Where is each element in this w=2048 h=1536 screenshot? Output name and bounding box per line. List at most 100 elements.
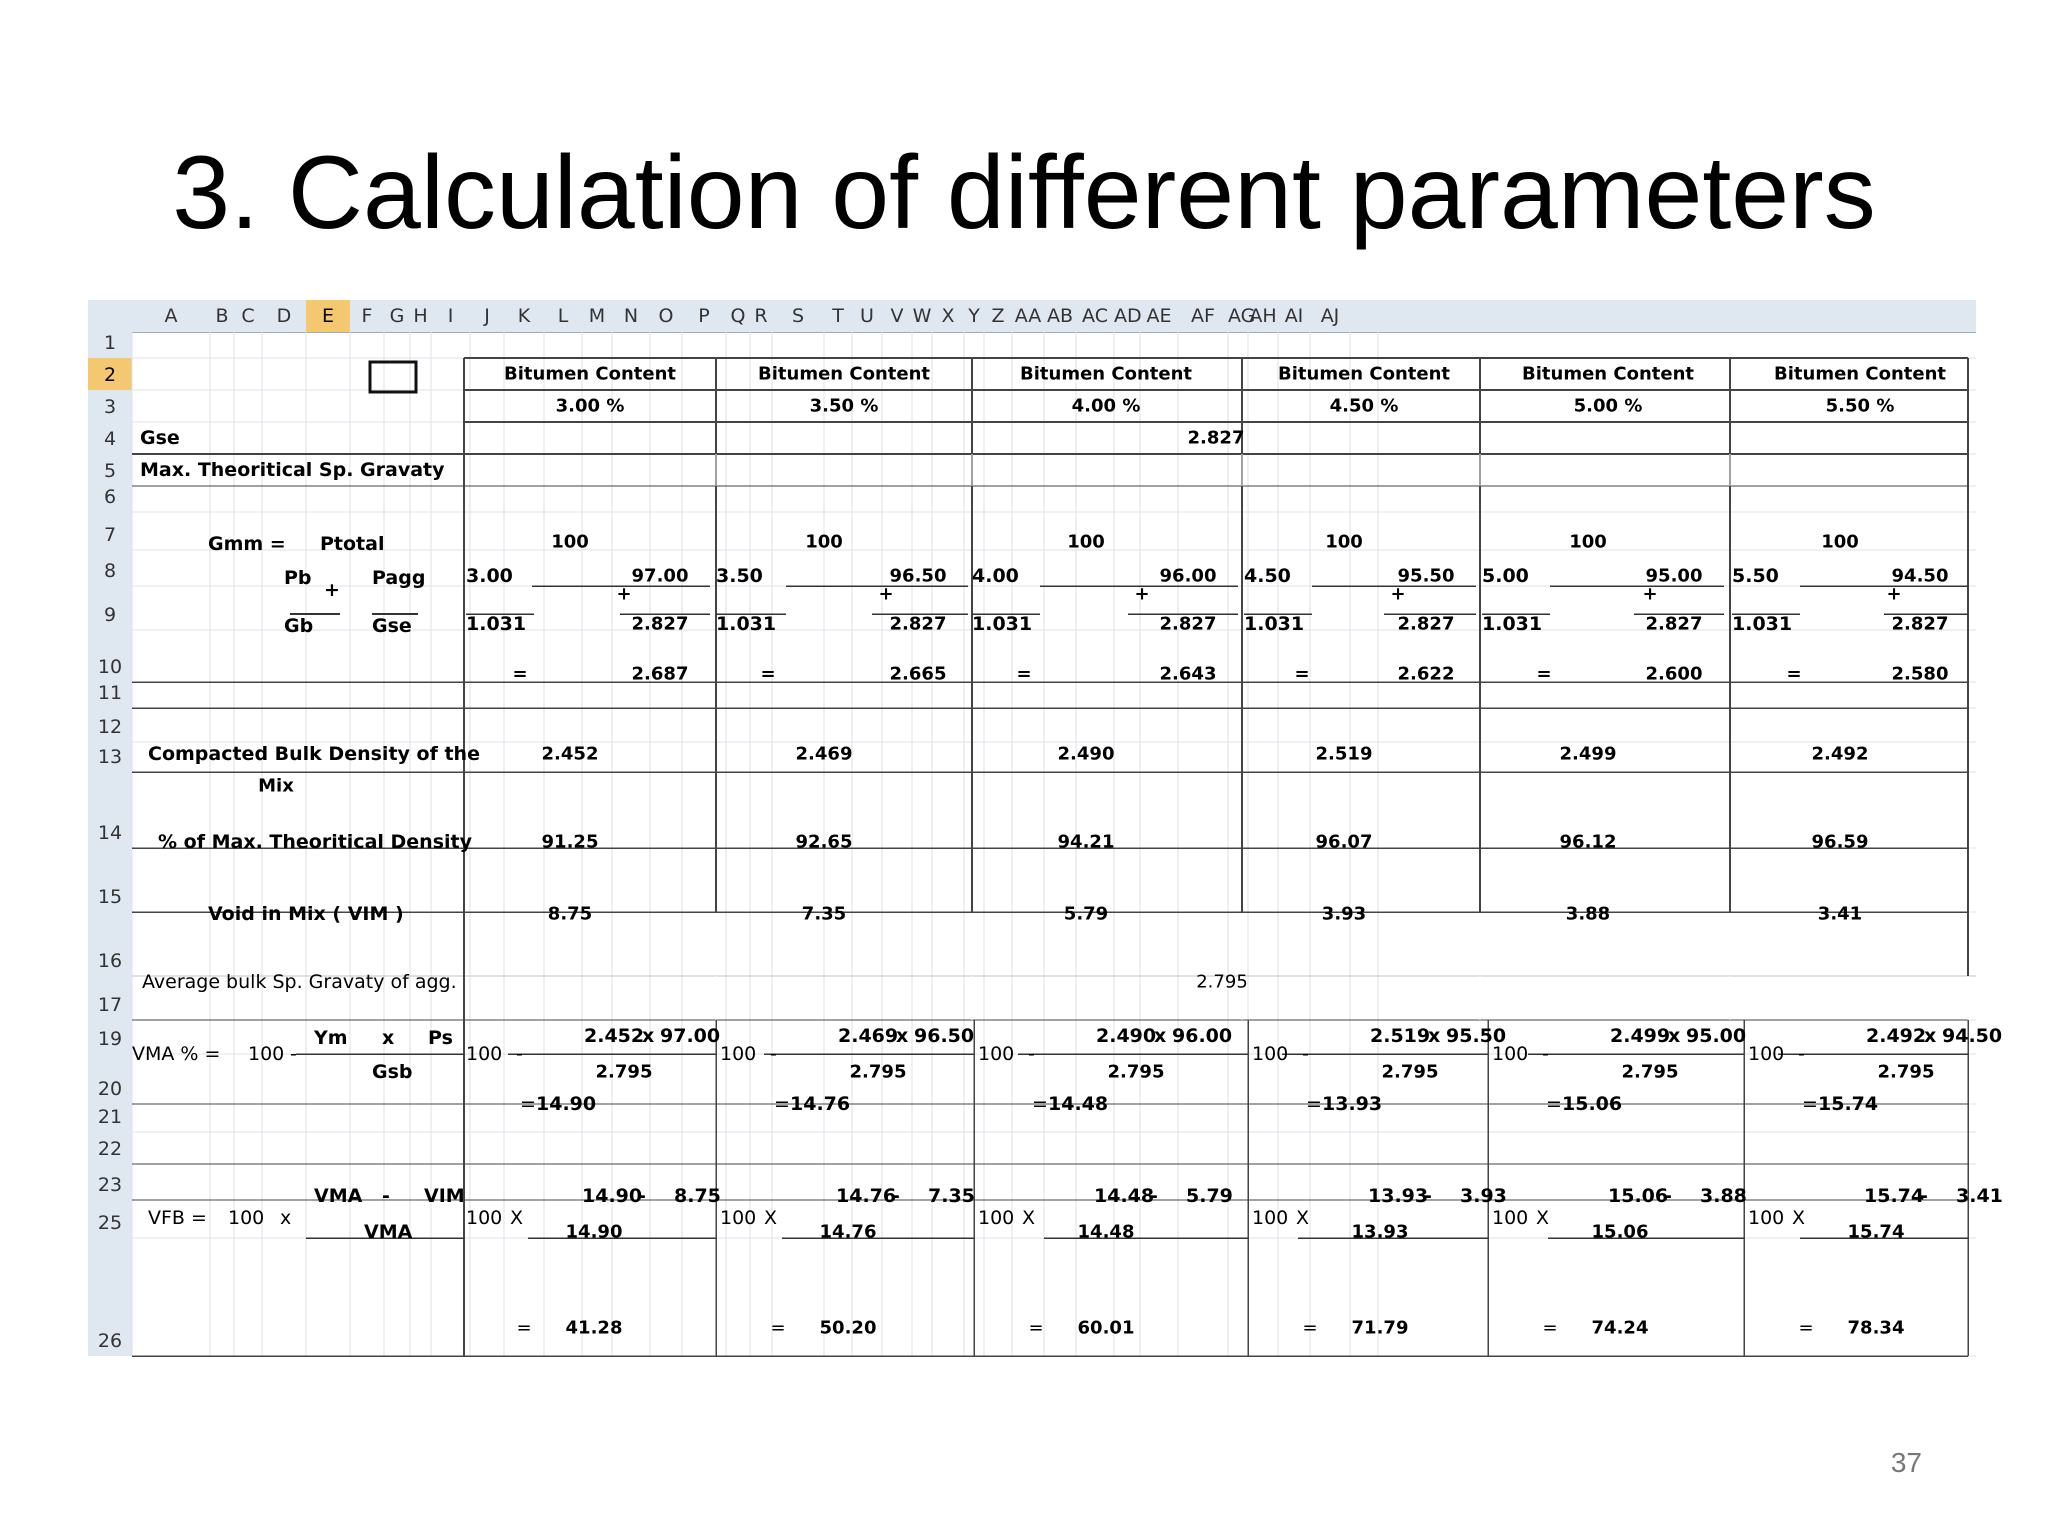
row-number[interactable]: 5 [88, 454, 132, 486]
column-header-e[interactable]: E [306, 300, 350, 332]
hundred: 100 [551, 531, 589, 553]
column-header-n[interactable]: N [623, 305, 639, 327]
gb-value: 1.031 [1482, 613, 1543, 635]
hundred: 100 [805, 531, 843, 553]
column-header-v[interactable]: V [890, 305, 904, 327]
row-number[interactable]: 3 [88, 390, 132, 422]
column-header-ae[interactable]: AE [1146, 305, 1172, 327]
row-number[interactable]: 23 [88, 1164, 132, 1200]
equals-sign: = [1546, 1093, 1562, 1115]
gb-label: Gb [284, 615, 314, 637]
column-header-a[interactable]: A [164, 305, 178, 327]
row-number[interactable]: 12 [88, 708, 132, 742]
column-header-x[interactable]: X [941, 305, 955, 327]
vim-value: 3.93 [1321, 903, 1367, 925]
hundred: 100 [1492, 1043, 1529, 1065]
vfb-label: VFB = [148, 1207, 207, 1229]
row-number[interactable]: 1 [88, 332, 132, 358]
column-header-f[interactable]: F [361, 305, 373, 327]
hundred: 100 [466, 1043, 503, 1065]
column-header-ah[interactable]: AH [1249, 305, 1277, 327]
column-header-i[interactable]: I [447, 305, 454, 327]
equals-sign: = [1028, 1317, 1044, 1339]
row-number[interactable]: 22 [88, 1132, 132, 1164]
bitumen-header: Bitumen Content [1774, 363, 1946, 385]
row-number[interactable]: 11 [88, 682, 132, 708]
column-header-q[interactable]: Q [730, 305, 746, 327]
row-number[interactable]: 20 [88, 1054, 132, 1104]
column-header-b[interactable]: B [215, 305, 229, 327]
row-number[interactable]: 17 [88, 976, 132, 1020]
column-header-z[interactable]: Z [991, 305, 1005, 327]
column-header-m[interactable]: M [588, 305, 606, 327]
row-number[interactable]: 19 [88, 1020, 132, 1054]
row-number[interactable]: 2 [88, 358, 132, 390]
row-number[interactable]: 14 [88, 772, 132, 848]
row-number[interactable]: 10 [88, 630, 132, 682]
column-header-l[interactable]: L [557, 305, 569, 327]
column-header-c[interactable]: C [241, 305, 255, 327]
minus-sign: - [1302, 1043, 1309, 1065]
row-number[interactable]: 21 [88, 1104, 132, 1132]
vma-value: 14.90 [536, 1093, 597, 1115]
column-header-r[interactable]: R [754, 305, 768, 327]
ps-value: 96.50 [914, 1025, 975, 1047]
x-sign: X [1792, 1207, 1806, 1229]
equals-sign: = [1802, 1093, 1818, 1115]
column-header-p[interactable]: P [698, 305, 710, 327]
ym-label: Ym [314, 1027, 348, 1049]
column-header-w[interactable]: W [912, 305, 932, 327]
column-header-h[interactable]: H [413, 305, 428, 327]
column-header-k[interactable]: K [517, 305, 531, 327]
gse-value: 2.827 [1187, 427, 1245, 449]
column-header-g[interactable]: G [389, 305, 405, 327]
vma-den-value: 14.76 [819, 1221, 877, 1243]
x-sign: x [1428, 1025, 1441, 1047]
row-number[interactable]: 8 [88, 550, 132, 586]
pct-density-value: 96.12 [1559, 831, 1617, 853]
row-number[interactable]: 4 [88, 422, 132, 454]
x-sign: X [1022, 1207, 1036, 1229]
column-header-s[interactable]: S [791, 305, 805, 327]
pagg-value: 95.50 [1397, 565, 1455, 587]
bulk-density-value: 2.492 [1811, 743, 1869, 765]
vma-den-value: 15.74 [1847, 1221, 1905, 1243]
column-header-ac[interactable]: AC [1082, 305, 1108, 327]
column-header-j[interactable]: J [484, 305, 490, 327]
column-header-d[interactable]: D [276, 305, 292, 327]
vfb-value: 74.24 [1591, 1317, 1649, 1339]
gmm-value: 2.665 [889, 663, 947, 685]
row-number[interactable]: 15 [88, 848, 132, 912]
row-number[interactable]: 9 [88, 586, 132, 630]
hundred: 100 [1748, 1043, 1785, 1065]
hundred: 100 [978, 1207, 1015, 1229]
row-number[interactable]: 6 [88, 486, 132, 512]
row-number[interactable]: 25 [88, 1200, 132, 1238]
pct-density-value: 91.25 [541, 831, 599, 853]
row-number[interactable]: 16 [88, 912, 132, 976]
column-header-u[interactable]: U [860, 305, 874, 327]
column-header-aj[interactable]: AJ [1320, 305, 1340, 327]
pagg-value: 96.50 [889, 565, 947, 587]
gmm-value: 2.643 [1159, 663, 1217, 685]
vma-den-value: 14.90 [565, 1221, 623, 1243]
column-header-aa[interactable]: AA [1014, 305, 1042, 327]
column-header-ad[interactable]: AD [1114, 305, 1142, 327]
row-number[interactable]: 7 [88, 512, 132, 550]
row-number[interactable]: 13 [88, 742, 132, 772]
ps-value: 95.50 [1446, 1025, 1507, 1047]
column-header-y[interactable]: Y [968, 305, 980, 327]
column-header-o[interactable]: O [658, 305, 674, 327]
column-header-af[interactable]: AF [1191, 305, 1215, 327]
vim-num-label: VIM [424, 1185, 465, 1207]
column-header-ab[interactable]: AB [1046, 305, 1074, 327]
row-number[interactable]: 26 [88, 1238, 132, 1356]
pct-density-value: 94.21 [1057, 831, 1115, 853]
column-header-ai[interactable]: AI [1284, 305, 1304, 327]
column-header-t[interactable]: T [832, 305, 844, 327]
plus-sign: + [1134, 583, 1150, 605]
equals-sign: = [770, 1317, 786, 1339]
plus-sign: + [878, 583, 894, 605]
bitumen-percent: 5.00 % [1573, 395, 1643, 417]
x-sign: x [896, 1025, 909, 1047]
